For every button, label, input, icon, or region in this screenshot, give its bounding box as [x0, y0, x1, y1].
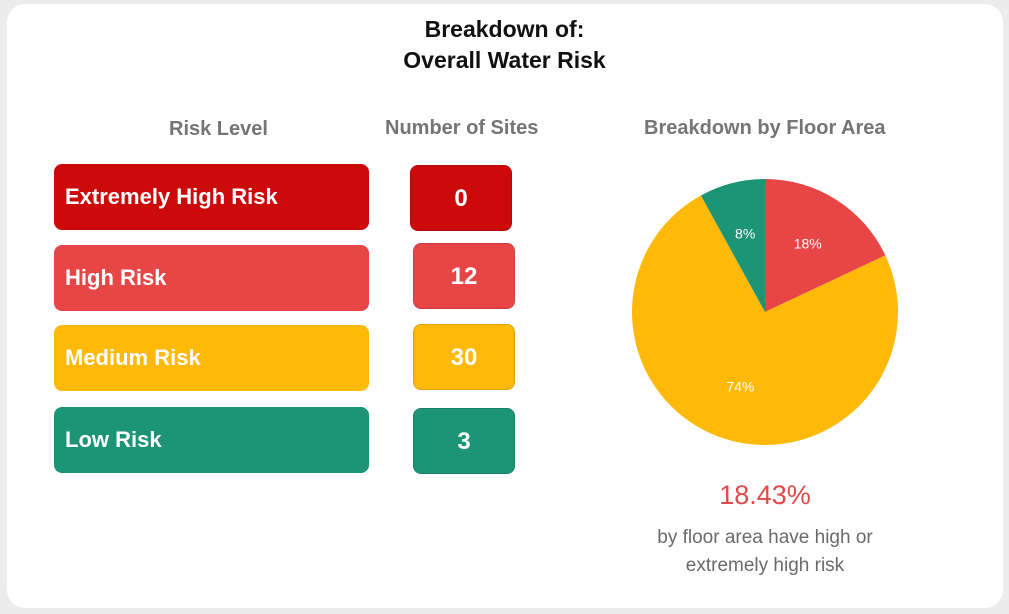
high-risk-caption: by floor area have high or extremely hig…	[620, 524, 910, 580]
pie-label-2: 8%	[735, 225, 755, 241]
risk-label-low: Low Risk	[54, 407, 369, 473]
number-of-sites-header: Number of Sites	[385, 117, 539, 139]
high-risk-percentage: 18.43%	[719, 480, 811, 510]
pie-slice-2	[700, 179, 765, 312]
count-high: 12	[413, 243, 515, 309]
pie-label-0: 18%	[794, 235, 822, 251]
risk-level-header: Risk Level	[169, 118, 268, 140]
pie-label-1: 74%	[726, 379, 754, 395]
title-line-2: Overall Water Risk	[403, 47, 606, 73]
risk-label-extremely-high: Extremely High Risk	[54, 164, 369, 230]
title-line-1: Breakdown of:	[424, 16, 585, 42]
caption-line-1: by floor area have high or	[657, 527, 873, 548]
count-medium: 30	[413, 324, 515, 390]
pie-slice-0	[765, 179, 886, 312]
count-extremely-high: 0	[410, 165, 512, 231]
risk-label-medium: Medium Risk	[54, 325, 369, 391]
page-title: Breakdown of: Overall Water Risk	[0, 14, 1009, 76]
risk-label-high: High Risk	[54, 245, 369, 311]
count-low: 3	[413, 408, 515, 474]
pie-slice-1	[632, 195, 898, 445]
floor-area-pie-chart: 18% 74% 8%	[632, 179, 898, 445]
floor-area-header: Breakdown by Floor Area	[644, 117, 886, 139]
caption-line-2: extremely high risk	[685, 555, 845, 576]
